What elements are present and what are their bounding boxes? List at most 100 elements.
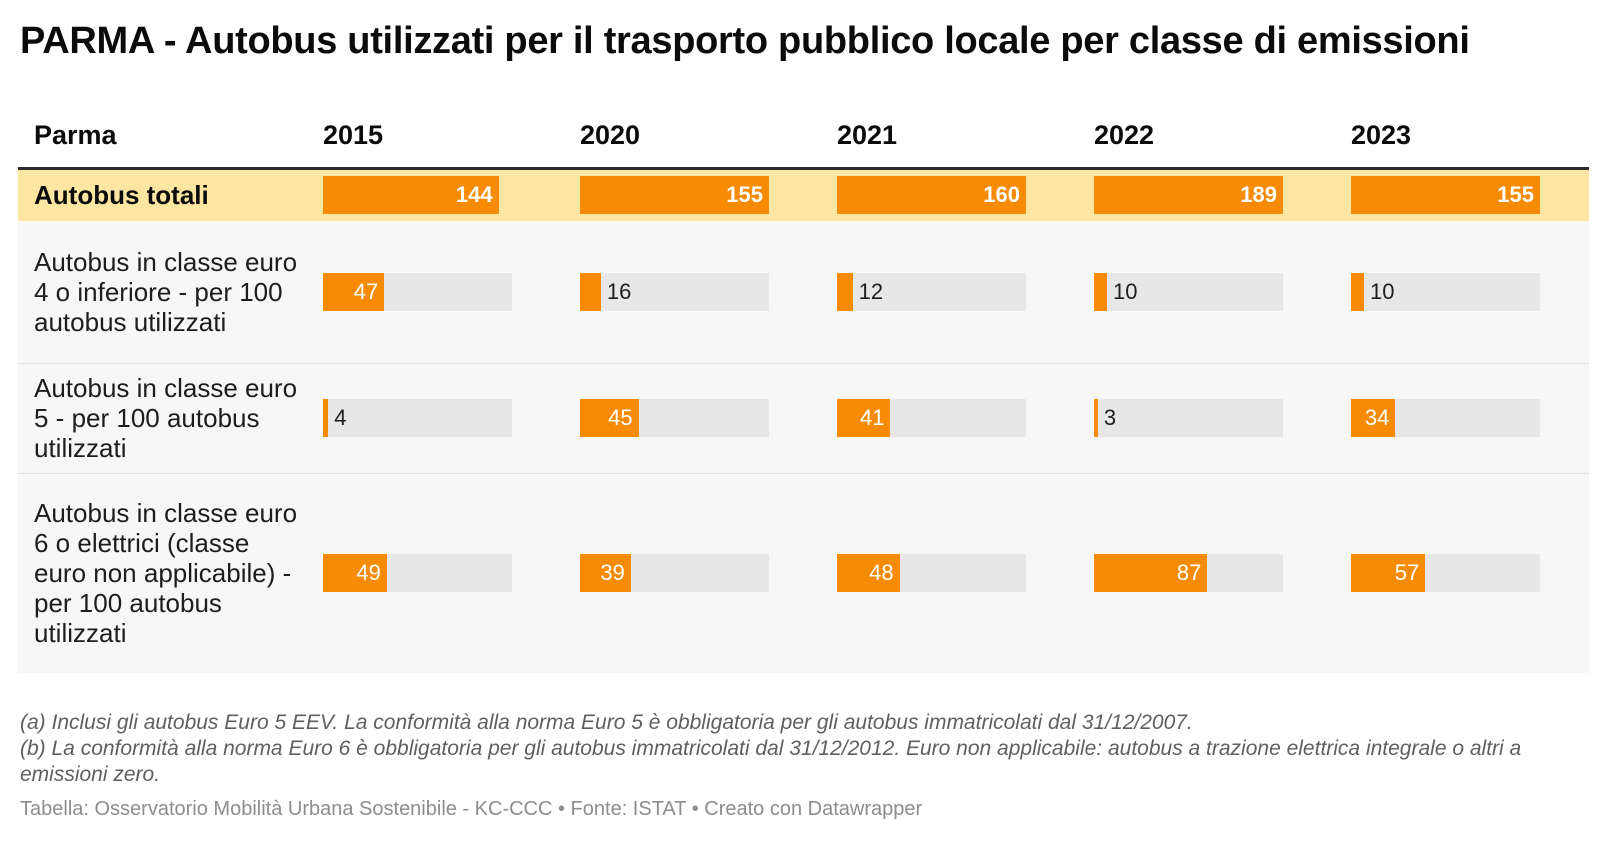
bar [580,272,601,311]
bar-value-label: 10 [1370,278,1395,304]
bar [837,272,853,311]
bar-cell: 48 [818,473,1075,673]
bar [837,554,900,593]
table-row: Autobus in classe euro 4 o inferiore - p… [18,221,1589,364]
bar-track: 10 [1094,272,1283,311]
bar-track: 47 [323,272,512,311]
bar-cell: 3 [1075,363,1332,474]
bar-cell: 49 [304,473,561,673]
bar-value-label: 10 [1113,278,1138,304]
bar-value-label: 41 [859,405,885,430]
bar [580,176,769,215]
bar-track: 155 [580,176,769,215]
table-row-total: Autobus totali 144 155 160 189 155 [18,168,1589,221]
bar-track: 12 [837,272,1026,311]
bar-value-label: 48 [869,560,894,586]
bar-track: 49 [323,554,512,593]
bar [837,399,891,437]
bar [1351,176,1540,215]
bar-value-label: 47 [353,278,379,304]
footnotes: (a) Inclusi gli autobus Euro 5 EEV. La c… [20,710,1580,788]
bar [323,554,387,593]
bar [323,176,499,215]
bar-track: 16 [580,272,769,311]
bar [323,272,385,311]
bar-cell: 45 [561,363,818,474]
table-row: Autobus in classe euro 6 o elettrici (cl… [18,473,1589,673]
bar-cell: 155 [561,168,818,221]
bar-value-label: 87 [1176,560,1202,586]
bar-value-label: 189 [1240,182,1277,208]
header-year[interactable]: 2020 [561,104,818,170]
bar [837,176,1026,215]
bar-value-label: 155 [1497,182,1534,208]
header-year[interactable]: 2023 [1332,104,1589,170]
bar-track: 4 [323,399,512,437]
bar-value-label: 4 [334,405,347,430]
bar [1351,399,1396,437]
header-year[interactable]: 2022 [1075,104,1332,170]
row-label: Autobus in classe euro 5 - per 100 autob… [18,363,304,474]
bar-cell: 155 [1332,168,1589,221]
bar-track: 144 [323,176,512,215]
bar-cell: 16 [561,221,818,364]
bar-cell: 10 [1075,221,1332,364]
bar [323,399,329,437]
table-body: Autobus totali 144 155 160 189 155 Autobus in … [18,168,1589,673]
bar-cell: 39 [561,473,818,673]
header-row: Parma 2015 2020 2021 2022 2023 [18,104,1589,170]
bar-value-label: 49 [356,560,381,586]
bar-track: 3 [1094,399,1283,437]
header-year[interactable]: 2021 [818,104,1075,170]
bar-cell: 57 [1332,473,1589,673]
bar-cell: 34 [1332,363,1589,474]
bar [580,554,631,593]
bar-track: 48 [837,554,1026,593]
bar-track: 57 [1351,554,1540,593]
bar-value-label: 160 [983,182,1020,208]
bar-value-label: 45 [608,405,633,430]
header-label[interactable]: Parma [18,104,304,170]
data-table: Parma 2015 2020 2021 2022 2023 Autobus t… [18,104,1589,673]
bar [1094,399,1098,437]
bar-cell: 87 [1075,473,1332,673]
bar-cell: 189 [1075,168,1332,221]
row-label: Autobus totali [18,168,304,221]
bar [1094,272,1108,311]
bar [1351,272,1365,311]
bar-value-label: 12 [858,278,884,304]
chart-title: PARMA - Autobus utilizzati per il traspo… [20,20,1470,62]
bar-value-label: 34 [1364,405,1390,430]
header-year[interactable]: 2015 [304,104,561,170]
source-credit: Tabella: Osservatorio Mobilità Urbana So… [20,798,923,820]
bar-value-label: 39 [600,560,625,586]
bar-track: 160 [837,176,1026,215]
bar-value-label: 16 [606,278,632,304]
bar-cell: 41 [818,363,1075,474]
bar-track: 189 [1094,176,1283,215]
bar-cell: 4 [304,363,561,474]
bar-value-label: 3 [1103,405,1117,430]
bar-track: 10 [1351,272,1540,311]
bar [1094,176,1283,215]
bar-value-label: 144 [455,182,493,208]
row-label: Autobus in classe euro 6 o elettrici (cl… [18,473,304,673]
bar-track: 45 [580,399,769,437]
bar-track: 34 [1351,399,1540,437]
bar [1094,554,1208,593]
bar-cell: 12 [818,221,1075,364]
bar-cell: 10 [1332,221,1589,364]
bar [1351,554,1426,593]
bar-track: 39 [580,554,769,593]
bar-cell: 160 [818,168,1075,221]
row-label: Autobus in classe euro 4 o inferiore - p… [18,221,304,364]
bar-track: 87 [1094,554,1283,593]
table-row: Autobus in classe euro 5 - per 100 autob… [18,363,1589,474]
footnote-b: (b) La conformità alla norma Euro 6 è ob… [20,737,1522,786]
bar-value-label: 155 [726,182,763,208]
bar-cell: 144 [304,168,561,221]
bar-value-label: 57 [1394,560,1420,586]
bar-track: 41 [837,399,1026,437]
bar-cell: 47 [304,221,561,364]
bar-track: 155 [1351,176,1540,215]
